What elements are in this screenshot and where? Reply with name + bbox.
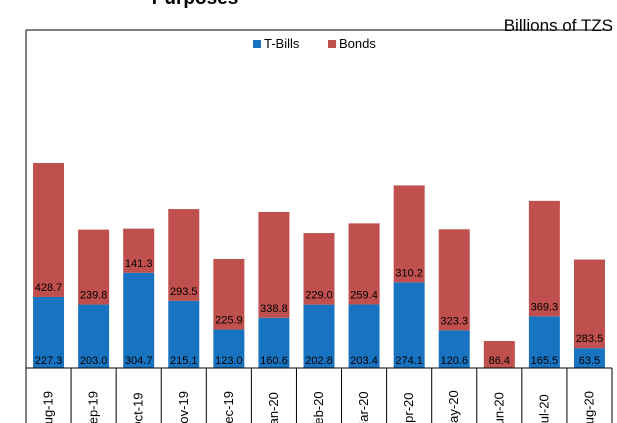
value-label-bonds-Jan-20: 338.8 (260, 303, 288, 315)
value-label-bonds-Feb-20: 229.0 (305, 290, 333, 302)
bar-bonds-Apr-20 (393, 185, 425, 283)
x-tick-label-Apr-20: Apr-20 (401, 392, 416, 423)
x-tick-label-Dec-19: Dec-19 (221, 391, 236, 423)
legend-swatch-bonds (328, 40, 336, 48)
bar-bonds-Jun-20 (483, 341, 515, 368)
bar-tbills-May-20 (438, 330, 470, 368)
bar-tbills-Nov-19 (168, 300, 200, 368)
bar-tbills-Feb-20 (303, 304, 335, 368)
bar-bonds-Aug-20 (573, 259, 605, 349)
bar-tbills-Aug-20 (573, 348, 605, 368)
x-tick-label-May-20: May-20 (446, 390, 461, 423)
legend-label-bonds: Bonds (339, 36, 376, 51)
value-label-bonds-Apr-20: 310.2 (395, 267, 423, 279)
bar-bonds-May-20 (438, 229, 470, 331)
value-label-bonds-Sep-19: 239.8 (80, 290, 108, 302)
x-tick-label-Jun-20: Jun-20 (491, 392, 506, 423)
value-label-bonds-Nov-19: 293.5 (170, 286, 198, 298)
bar-bonds-Nov-19 (168, 209, 200, 301)
bar-tbills-Jul-20 (528, 316, 560, 368)
x-tick-label-Sep-19: Sep-19 (86, 391, 101, 423)
bar-tbills-Aug-19 (33, 296, 65, 368)
value-label-bonds-Dec-19: 225.9 (215, 315, 243, 327)
value-label-tbills-Apr-20: 274.1 (395, 355, 423, 367)
bar-tbills-Oct-19 (123, 272, 155, 368)
bar-bonds-Aug-19 (33, 163, 65, 297)
x-tick-label-Jan-20: Jan-20 (266, 392, 281, 423)
value-label-tbills-Nov-19: 215.1 (170, 355, 198, 367)
value-label-tbills-Jul-20: 165.5 (531, 355, 559, 367)
x-tick-label-Feb-20: Feb-20 (311, 391, 326, 423)
value-label-bonds-Oct-19: 141.3 (125, 258, 153, 270)
value-label-tbills-Sep-19: 203.0 (80, 355, 108, 367)
x-tick-label-Nov-19: Nov-19 (176, 391, 191, 423)
x-tick-label-Oct-19: Oct-19 (131, 392, 146, 423)
bar-bonds-Feb-20 (303, 233, 335, 305)
bar-bonds-Jul-20 (528, 200, 560, 317)
value-label-bonds-Jun-20: 86.4 (489, 355, 510, 367)
x-tick-label-Jul-20: Jul-20 (536, 394, 551, 423)
value-label-tbills-Jan-20: 160.6 (260, 355, 288, 367)
bar-tbills-Apr-20 (393, 282, 425, 368)
x-tick-label-Aug-20: Aug-20 (581, 391, 596, 423)
value-label-bonds-Mar-20: 259.4 (350, 289, 378, 301)
x-tick-label-Mar-20: Mar-20 (356, 391, 371, 423)
value-label-tbills-May-20: 120.6 (440, 355, 468, 367)
bar-bonds-Sep-19 (78, 229, 110, 305)
legend-swatch-tbills (253, 40, 261, 48)
value-label-tbills-Aug-20: 63.5 (579, 355, 600, 367)
value-label-tbills-Aug-19: 227.3 (35, 355, 63, 367)
legend-label-tbills: T-Bills (264, 36, 300, 51)
value-label-tbills-Feb-20: 202.8 (305, 355, 333, 367)
value-label-bonds-Aug-20: 283.5 (576, 333, 604, 345)
value-label-tbills-Dec-19: 123.0 (215, 355, 243, 367)
value-label-bonds-Aug-19: 428.7 (35, 282, 63, 294)
value-label-tbills-Oct-19: 304.7 (125, 355, 153, 367)
value-label-bonds-Jul-20: 369.3 (531, 301, 559, 313)
bar-bonds-Oct-19 (123, 228, 155, 273)
bar-tbills-Jan-20 (258, 317, 290, 368)
value-label-tbills-Mar-20: 203.4 (350, 355, 378, 367)
value-label-bonds-May-20: 323.3 (440, 315, 468, 327)
bar-bonds-Jan-20 (258, 211, 290, 318)
bar-bonds-Dec-19 (213, 258, 245, 330)
x-tick-label-Aug-19: Aug-19 (41, 391, 56, 423)
chart-title: Purposes (0, 0, 390, 10)
bar-bonds-Mar-20 (348, 223, 380, 305)
bar-tbills-Sep-19 (78, 304, 110, 368)
bar-tbills-Dec-19 (213, 329, 245, 368)
bar-tbills-Mar-20 (348, 304, 380, 368)
